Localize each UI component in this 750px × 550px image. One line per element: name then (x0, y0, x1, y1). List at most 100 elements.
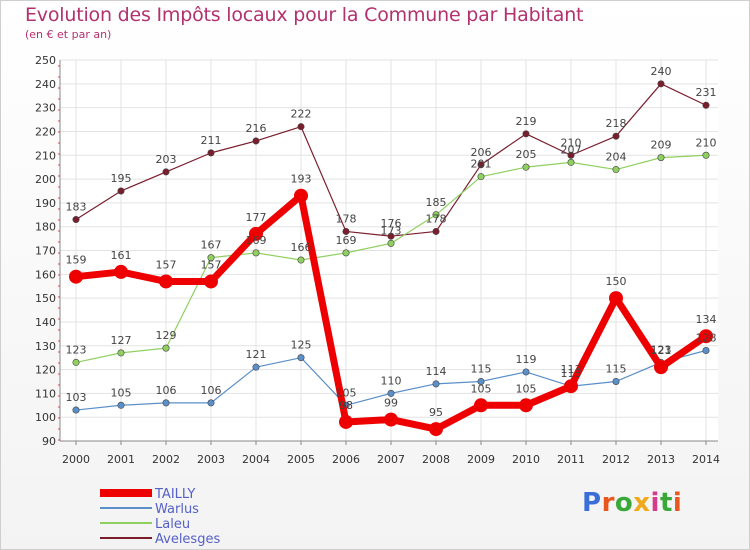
data-label-warlus: 105 (336, 386, 357, 399)
x-tick-label: 2012 (602, 453, 630, 466)
data-label-tailly: 113 (561, 363, 582, 376)
x-tick-label: 2005 (287, 453, 315, 466)
y-tick-label: 110 (35, 387, 56, 400)
proxiti-logo: Proxiti (582, 488, 682, 518)
data-label-warlus: 106 (156, 384, 177, 397)
data-label-laleu: 201 (471, 158, 492, 171)
data-label-avelesges: 216 (246, 122, 267, 135)
data-label-tailly: 159 (66, 254, 87, 267)
data-label-tailly: 95 (429, 406, 443, 419)
data-point-laleu (702, 151, 710, 159)
data-label-laleu: 204 (606, 151, 627, 164)
data-point-laleu (207, 254, 215, 262)
y-tick-label: 180 (35, 221, 56, 234)
legend-label-avelesges: Avelesges (155, 532, 220, 547)
data-label-tailly: 99 (384, 397, 398, 410)
data-label-tailly: 177 (246, 211, 267, 224)
data-label-laleu: 205 (516, 148, 537, 161)
data-label-avelesges: 210 (561, 136, 582, 149)
data-label-warlus: 110 (381, 374, 402, 387)
data-label-avelesges: 222 (291, 108, 312, 121)
data-point-laleu (342, 249, 350, 257)
data-point-tailly (69, 269, 83, 284)
data-point-warlus (297, 354, 305, 362)
data-point-laleu (657, 154, 665, 162)
data-label-warlus: 125 (291, 339, 312, 352)
data-point-avelesges (207, 149, 215, 157)
y-tick-label: 190 (35, 197, 56, 210)
x-tick-label: 2009 (467, 453, 495, 466)
data-point-laleu (612, 166, 620, 174)
data-point-avelesges (567, 151, 575, 159)
logo-letter: x (633, 488, 651, 518)
legend-label-laleu: Laleu (155, 517, 190, 532)
data-point-laleu (567, 158, 575, 166)
data-point-warlus (702, 347, 710, 355)
y-tick-label: 200 (35, 173, 56, 186)
x-tick-label: 2007 (377, 453, 405, 466)
data-label-warlus: 119 (516, 353, 537, 366)
data-point-laleu (477, 173, 485, 181)
y-tick-label: 230 (35, 102, 56, 115)
data-label-avelesges: 231 (696, 86, 717, 99)
data-label-tailly: 157 (201, 258, 222, 271)
data-point-laleu (432, 211, 440, 219)
y-tick-label: 120 (35, 364, 56, 377)
data-label-avelesges: 211 (201, 134, 222, 147)
data-label-laleu: 167 (201, 239, 222, 252)
y-tick-label: 150 (35, 292, 56, 305)
x-tick-label: 2013 (647, 453, 675, 466)
data-label-warlus: 113 (561, 367, 582, 380)
data-label-avelesges: 176 (381, 217, 402, 230)
data-label-laleu: 166 (291, 241, 312, 254)
data-point-avelesges (432, 227, 440, 235)
data-label-tailly: 150 (606, 275, 627, 288)
data-label-tailly: 157 (156, 258, 177, 271)
data-label-avelesges: 178 (336, 212, 357, 225)
data-label-tailly: 121 (651, 344, 672, 357)
x-tick-label: 2011 (557, 453, 585, 466)
data-label-tailly: 105 (516, 382, 537, 395)
x-tick-label: 2002 (152, 453, 180, 466)
x-tick-label: 2008 (422, 453, 450, 466)
data-point-tailly (159, 274, 173, 289)
data-label-warlus: 115 (471, 362, 492, 375)
axis-layer: 90 100 110 120 130 140 150 160 170 180 190 200 210 22… (35, 54, 720, 466)
data-label-laleu: 173 (381, 224, 402, 237)
grid-layer (60, 59, 718, 442)
data-point-tailly (519, 398, 533, 413)
y-tick-label: 250 (35, 54, 56, 67)
data-label-warlus: 121 (246, 348, 267, 361)
data-label-tailly: 105 (471, 382, 492, 395)
x-tick-label: 2006 (332, 453, 360, 466)
data-label-avelesges: 178 (426, 212, 447, 225)
y-tick-label: 220 (35, 125, 56, 138)
y-tick-label: 90 (42, 435, 56, 448)
data-point-tailly (699, 329, 713, 344)
data-point-warlus (117, 401, 125, 409)
y-tick-label: 140 (35, 316, 56, 329)
data-point-tailly (474, 398, 488, 413)
data-point-avelesges (657, 80, 665, 88)
logo-letter: i (650, 488, 660, 518)
data-label-avelesges: 206 (471, 146, 492, 159)
data-label-laleu: 210 (696, 136, 717, 149)
logo-letter: r (601, 488, 615, 518)
data-label-tailly: 161 (111, 249, 132, 262)
data-point-laleu (387, 239, 395, 247)
chart-title: Evolution des Impôts locaux pour la Comm… (25, 4, 584, 26)
data-point-warlus (72, 406, 80, 414)
data-point-tailly (204, 274, 218, 289)
y-tick-label: 100 (35, 411, 56, 424)
data-point-warlus (612, 377, 620, 385)
data-point-tailly (249, 226, 263, 241)
data-label-tailly: 193 (291, 173, 312, 186)
data-point-warlus (162, 399, 170, 407)
data-label-warlus: 123 (651, 343, 672, 356)
data-label-avelesges: 240 (651, 65, 672, 78)
data-label-avelesges: 218 (606, 117, 627, 130)
data-label-tailly: 134 (696, 313, 717, 326)
